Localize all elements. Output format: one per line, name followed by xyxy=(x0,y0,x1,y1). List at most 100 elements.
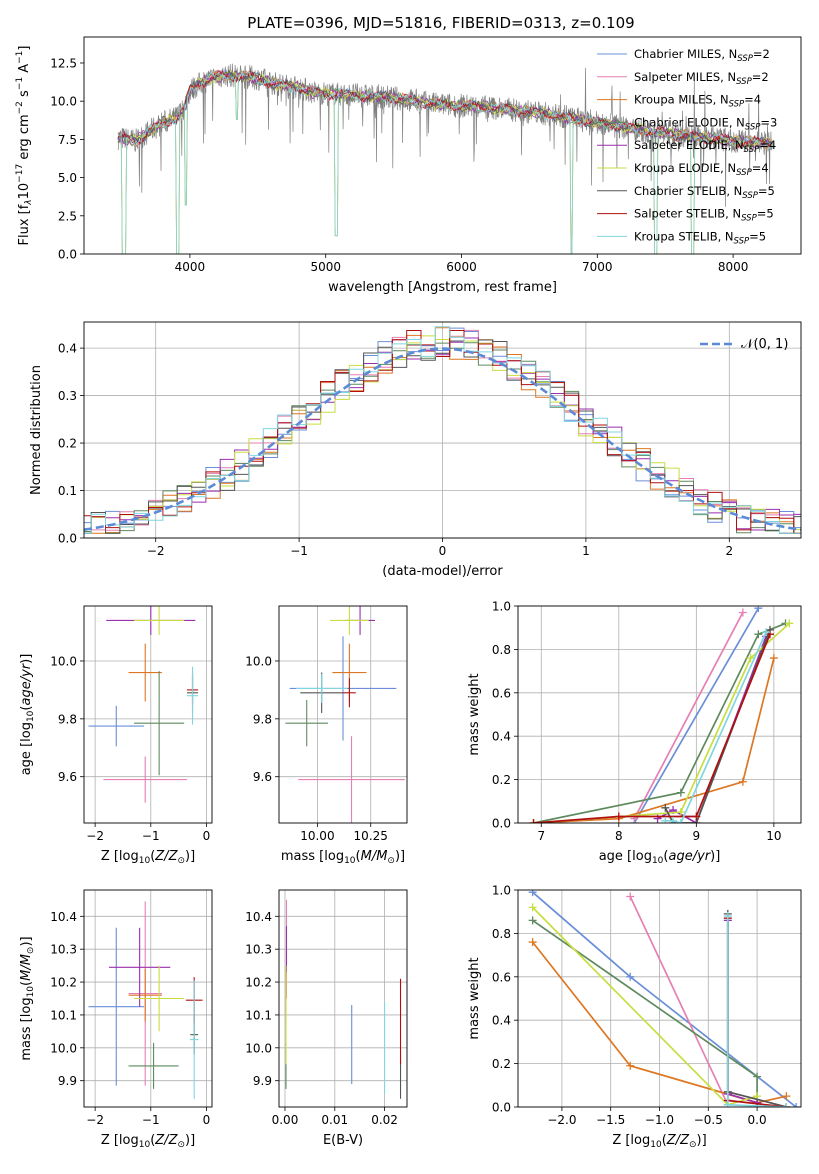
errorbar-chabrier_elodie xyxy=(134,671,185,776)
legend: Chabrier MILES, NSSP=2 Salpeter MILES, NS… xyxy=(597,47,777,246)
y-tick-label: 5.0 xyxy=(58,171,77,185)
legend-entry: Salpeter ELODIE, NSSP=4 xyxy=(634,138,776,155)
y-tick-label: 0.2 xyxy=(492,773,511,787)
y-tick-label: 0.0 xyxy=(58,248,77,262)
series-marker xyxy=(769,654,778,663)
y-tick-label: 0.4 xyxy=(492,1014,511,1028)
axes-frame xyxy=(83,36,802,255)
y-tick-label: 10.0 xyxy=(245,654,272,668)
y-tick-label: 0.0 xyxy=(492,817,511,831)
series-marker xyxy=(626,1061,635,1070)
plot-area xyxy=(88,606,199,803)
y-tick-label: 10.4 xyxy=(50,910,77,924)
panel-massweight-vs-Z: −2.0 −1.5 −1.0 −0.5 0.0 0.0 0.2 0.4 0.6 0.8 1.0 Z [… xyxy=(467,884,802,1150)
y-tick-label: 0.6 xyxy=(492,970,511,984)
series-line-kroupa_miles xyxy=(531,941,787,1104)
model-line-kroupa_stelib xyxy=(117,70,773,254)
x-axis-label: Z [log10(Z/Z⊙)] xyxy=(612,1133,706,1150)
errorbar-kroupa_miles xyxy=(128,968,162,1022)
x-axis-label: Z [log10(Z/Z⊙)] xyxy=(101,849,195,866)
series-line-chabrier_elodie xyxy=(532,919,758,1107)
y-tick-label: 0.6 xyxy=(492,686,511,700)
x-tick-label: 0.01 xyxy=(321,1113,348,1127)
x-tick-label: 0.0 xyxy=(748,1113,767,1127)
y-axis-label: mass weight xyxy=(467,957,482,1039)
x-tick-label: 8 xyxy=(615,829,623,843)
errorbar-kroupa_elodie xyxy=(134,606,185,635)
series-line-salpeter_stelib xyxy=(533,633,771,823)
legend-entry: Kroupa STELIB, NSSP=5 xyxy=(634,229,766,246)
x-tick-label: 7000 xyxy=(582,260,613,274)
x-tick-label: −2 xyxy=(147,544,165,558)
series-marker xyxy=(528,903,537,912)
legend-entry: Chabrier ELODIE, NSSP=3 xyxy=(634,115,777,132)
panel-spectrum: 4000 5000 6000 7000 8000 0.0 2.5 5.0 7.5 10.0 12.5… xyxy=(15,36,802,295)
series-marker xyxy=(676,808,685,817)
plot-area xyxy=(88,901,203,1099)
x-tick-label: 0 xyxy=(439,544,447,558)
y-tick-label: 9.8 xyxy=(58,712,77,726)
series-marker xyxy=(754,606,763,613)
y-tick-label: 10.3 xyxy=(50,943,77,957)
model-line-salpeter_stelib xyxy=(117,69,773,149)
x-tick-label: −2.0 xyxy=(547,1113,576,1127)
x-tick-label: −1 xyxy=(142,1113,160,1127)
y-axis-label: Flux [fλ10−17 erg cm−2 s−1 A−1] xyxy=(15,46,34,246)
plot-area xyxy=(285,899,402,1099)
legend-entry: Kroupa ELODIE, NSSP=4 xyxy=(634,161,769,178)
chart-panels: 4000 5000 6000 7000 80000.02.55.07.510.012.5… xyxy=(15,36,802,1150)
plot-area xyxy=(84,326,801,534)
plot-area xyxy=(529,606,794,823)
x-tick-label: 4000 xyxy=(175,260,206,274)
errorbar-chabrier_elodie xyxy=(285,700,329,747)
x-tick-label: 0 xyxy=(203,829,211,843)
y-axis-label: mass weight xyxy=(467,673,482,755)
x-axis-label: wavelength [Angstrom, rest frame] xyxy=(328,280,557,295)
y-tick-label: 0.0 xyxy=(58,532,77,546)
y-tick-label: 12.5 xyxy=(50,56,77,70)
series-line-kroupa_elodie xyxy=(531,906,758,1106)
panel-age-vs-Z: −2 −1 0 9.6 9.8 10.0 Z [log10(Z/Z⊙)] age [log10… xyxy=(19,605,213,866)
errorbar-kroupa_miles xyxy=(128,643,162,702)
series-marker xyxy=(738,608,747,617)
series-marker xyxy=(753,1072,762,1081)
y-tick-label: 0.4 xyxy=(492,730,511,744)
axes-frame xyxy=(83,605,213,824)
y-tick-label: 10.1 xyxy=(50,1008,77,1022)
y-tick-label: 0.8 xyxy=(492,643,511,657)
series-line-kroupa_elodie xyxy=(533,622,790,823)
series-marker xyxy=(676,788,685,797)
y-tick-label: 10.2 xyxy=(50,976,77,990)
y-tick-label: 1.0 xyxy=(492,600,511,614)
x-tick-label: −1 xyxy=(290,544,308,558)
model-line-chabrier_stelib xyxy=(117,69,773,149)
y-tick-label: 0.2 xyxy=(492,1057,511,1071)
series-marker xyxy=(785,619,794,628)
series-line-salpeter_miles xyxy=(633,612,744,820)
series-marker xyxy=(692,812,701,821)
errorbar-chabrier_miles xyxy=(88,705,145,747)
y-tick-label: 10.0 xyxy=(50,95,77,109)
x-tick-label: −0.5 xyxy=(694,1113,723,1127)
axes-frame xyxy=(278,889,408,1108)
errorbar-kroupa_stelib xyxy=(186,666,199,725)
x-tick-label: 0 xyxy=(203,1113,211,1127)
y-tick-label: 10.0 xyxy=(50,1041,77,1055)
panel-age-vs-mass: 10.00 10.25 9.6 9.8 10.0 mass [log10(M/M⊙)] xyxy=(245,605,408,866)
normal-curve xyxy=(84,347,801,531)
x-tick-label: −1.5 xyxy=(596,1113,625,1127)
x-tick-label: 2 xyxy=(725,544,733,558)
x-tick-label: 0.00 xyxy=(272,1113,299,1127)
y-tick-label: 10.0 xyxy=(245,1041,272,1055)
y-axis-label: Normed distribution xyxy=(29,365,44,495)
x-tick-label: 10.25 xyxy=(354,829,388,843)
x-tick-label: 10 xyxy=(766,829,781,843)
x-tick-label: 7 xyxy=(537,829,545,843)
y-tick-label: 0.8 xyxy=(492,927,511,941)
x-tick-label: 6000 xyxy=(446,260,477,274)
legend-entry: Salpeter STELIB, NSSP=5 xyxy=(634,207,774,224)
series-marker xyxy=(661,816,670,823)
series-marker xyxy=(723,912,732,921)
y-tick-label: 9.6 xyxy=(58,770,77,784)
x-tick-label: −1 xyxy=(142,829,160,843)
